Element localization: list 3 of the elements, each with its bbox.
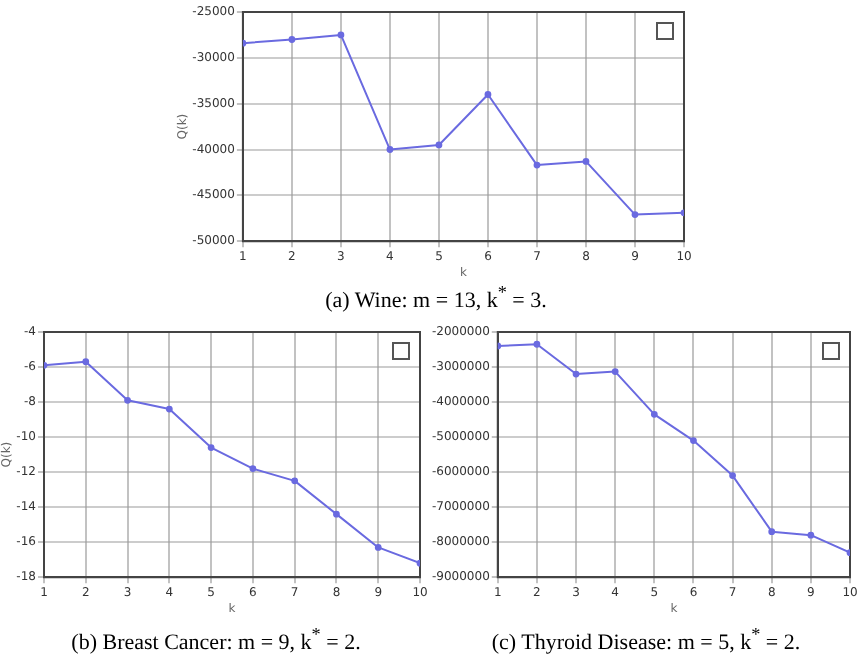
text: (b) Breast Cancer: m = 9, k$^{*}$ = 2. xyxy=(69,624,363,656)
text: (c) Thyroid Disease: m = 5, k$^{*}$ = 2. xyxy=(489,624,803,656)
text: (a) Wine: m = 13, k$^{*}$ = 3. xyxy=(323,282,549,314)
